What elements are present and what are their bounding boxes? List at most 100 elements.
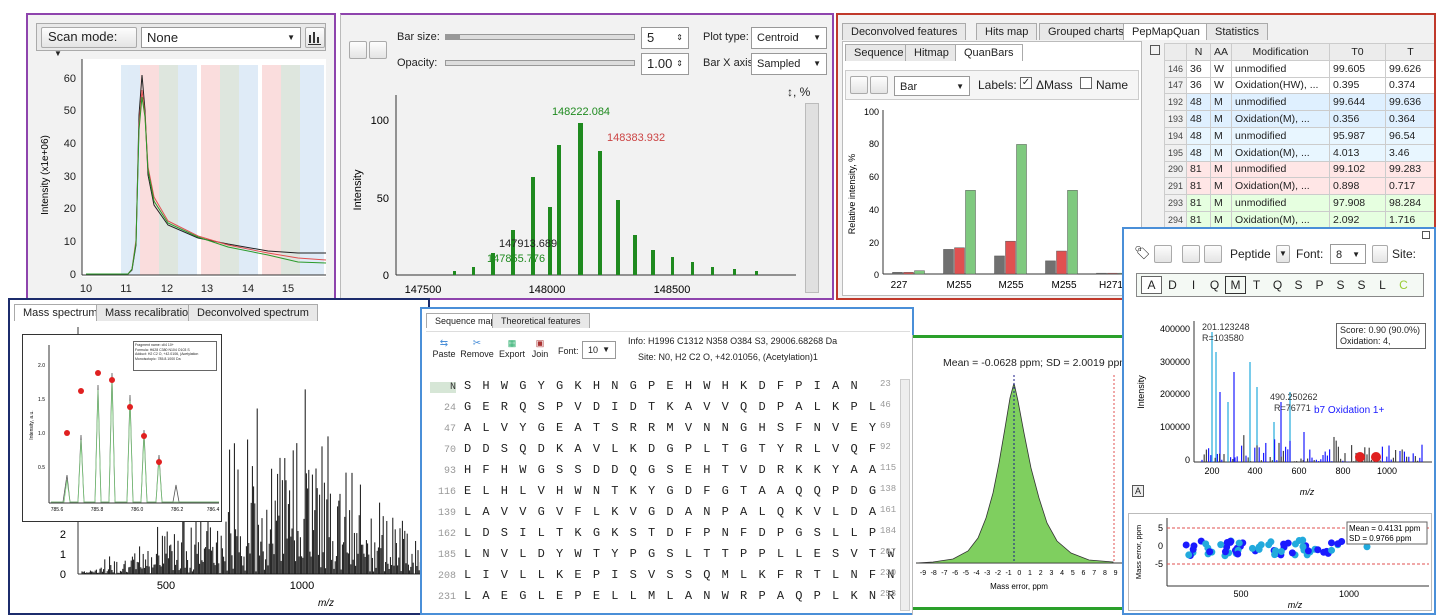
col-header[interactable]: AA — [1210, 43, 1233, 61]
residue[interactable]: C — [1399, 278, 1408, 292]
list-button[interactable] — [1182, 245, 1200, 263]
residue[interactable]: S — [1294, 278, 1303, 292]
sequence-text[interactable]: D D S Q D K A V L K D G P L T G T Y R L … — [464, 442, 879, 456]
scrollbar[interactable] — [805, 103, 819, 293]
tab-hits-map[interactable]: Hits map — [976, 23, 1038, 40]
sequence-text[interactable]: L I V L L K E P I S V S S Q M L K F R T … — [464, 568, 897, 582]
spin-icon: ⇕ — [676, 33, 683, 42]
spectrum-toggle-button[interactable] — [305, 27, 325, 48]
sequence-text[interactable]: A L V Y G E A T S R R M V N N G H S F N … — [464, 421, 879, 435]
name-checkbox[interactable] — [1080, 77, 1092, 89]
bar-x-axis-combo[interactable]: Sampled ▼ — [751, 53, 827, 75]
residue[interactable]: T — [1252, 278, 1261, 292]
bar-size-slider[interactable] — [445, 34, 635, 40]
sequence-row: 185 L N V L D Y W T Y P G S L T T P P L L… — [430, 547, 896, 567]
bar-size-spinbox[interactable]: 5 ⇕ — [641, 27, 689, 49]
table-row[interactable]: 294 81 M Oxidation(M), ... 2.092 1.716 — [1163, 210, 1434, 229]
col-header[interactable]: T0 — [1329, 43, 1386, 61]
tab-mass-recalibration[interactable]: Mass recalibration — [96, 304, 204, 321]
table-row[interactable]: 195 48 M Oxidation(M), ... 4.013 3.46 — [1163, 143, 1434, 162]
table-row[interactable]: 291 81 M Oxidation(M), ... 0.898 0.717 — [1163, 177, 1434, 196]
chart-type-combo[interactable]: Bar ▼ — [894, 76, 970, 96]
table-button[interactable] — [870, 76, 888, 94]
sequence-text[interactable]: H F H W G S S D D Q G S E H T V D R K K … — [464, 463, 879, 477]
fragment-error-chart: 5 0 -5 500 1000 m/z Mass error, ppm Mean… — [1134, 518, 1429, 610]
table-cell: 290 — [1163, 160, 1188, 179]
x-tick: -6 — [952, 570, 958, 577]
error-point — [1255, 543, 1263, 551]
scan-mode-button[interactable]: Scan mode: ▼ — [41, 27, 137, 58]
residue[interactable]: L — [1379, 278, 1386, 292]
tab-mass-spectrum[interactable]: Mass spectrum — [14, 304, 107, 321]
fragment-spectrum: 400000 300000 200000 100000 0 200 400 60… — [1136, 321, 1432, 497]
peptide-dropdown[interactable]: ▼ — [1276, 245, 1290, 263]
sequence-text[interactable]: L D S I L T K G K S T D F P N F D P G S … — [464, 526, 879, 540]
sequence-text[interactable]: L A E G L E P E L L M L A N W R P A Q P … — [464, 589, 898, 603]
residue[interactable]: M — [1225, 276, 1246, 294]
table-row[interactable]: 147 36 W Oxidation(HW), ... 0.395 0.374 — [1163, 76, 1434, 95]
table-chart-button[interactable] — [369, 41, 387, 59]
residue[interactable]: S — [1336, 278, 1345, 292]
tab-sequence[interactable]: Sequence — [845, 44, 913, 61]
restore-icon[interactable] — [1150, 45, 1160, 55]
remove-button[interactable]: ✂ Remove — [460, 338, 494, 359]
tab-theoretical-features[interactable]: Theoretical features — [492, 313, 590, 328]
table-row[interactable]: 193 48 M Oxidation(M), ... 0.356 0.364 — [1163, 110, 1434, 128]
opacity-slider[interactable] — [445, 60, 635, 66]
residue[interactable]: I — [1191, 278, 1196, 292]
bar-chart-button[interactable] — [1154, 245, 1172, 263]
scrollbar[interactable] — [900, 379, 910, 611]
label-toggle-icon[interactable]: A — [1132, 485, 1144, 497]
col-header[interactable]: T — [1384, 43, 1434, 61]
opacity-spinbox[interactable]: 1.00 ⇕ — [641, 53, 689, 75]
residue[interactable]: S — [1357, 278, 1366, 292]
col-header[interactable]: Modification — [1231, 43, 1331, 61]
tab-deconvolved-features[interactable]: Deconvolved features — [842, 23, 967, 40]
tab-grouped-charts[interactable]: Grouped charts — [1039, 23, 1133, 40]
y-tick: 30 — [64, 171, 76, 183]
residue[interactable]: Q — [1209, 278, 1220, 292]
bar-chart-button[interactable] — [349, 41, 367, 59]
font-size-combo[interactable]: 10 ▼ — [582, 341, 616, 359]
plot-type-combo[interactable]: Centroid ▼ — [751, 27, 827, 49]
font-size-combo[interactable]: 8 ▼ — [1330, 244, 1366, 264]
tab-quanbars[interactable]: QuanBars — [955, 44, 1023, 61]
x-tick: 500 — [1233, 589, 1248, 599]
residue[interactable]: Q — [1272, 278, 1283, 292]
table-cell: Oxidation(M), ... — [1231, 210, 1331, 229]
sequence-text[interactable]: G E R Q S P V D I D T K A V V Q D P A L … — [464, 400, 879, 414]
export-button[interactable]: ▦ Export — [496, 338, 528, 359]
tab-statistics[interactable]: Statistics — [1206, 23, 1269, 40]
col-header[interactable]: N — [1186, 43, 1212, 61]
tag-icon[interactable]: 🏷 — [1134, 245, 1151, 260]
export-icon: ▦ — [507, 338, 517, 348]
tab-hitmap[interactable]: Hitmap — [905, 44, 958, 61]
delta-mass-checkbox[interactable]: ✓ — [1020, 77, 1032, 89]
sequence-text[interactable]: L A V V G V F L K V G D A N P A L Q K V … — [464, 505, 879, 519]
mma-button[interactable] — [1204, 245, 1222, 263]
paste-button[interactable]: ⇆ Paste — [430, 338, 458, 359]
restore-icon[interactable] — [1422, 231, 1430, 239]
join-button[interactable]: ▣ Join — [528, 338, 552, 359]
residue[interactable]: A — [1141, 276, 1162, 294]
residue[interactable]: P — [1315, 278, 1324, 292]
x-tick: 148500 — [654, 284, 691, 296]
y-tick: 100 — [864, 107, 879, 117]
bar-chart-button[interactable] — [850, 76, 868, 94]
filter-combo[interactable]: None ▼ — [141, 27, 301, 48]
col-header[interactable] — [1163, 43, 1188, 61]
tab-pepmapquan[interactable]: PepMapQuan — [1123, 23, 1209, 40]
sequence-text[interactable]: E L H L V H W N T K Y G D F G T A A Q Q … — [464, 484, 879, 498]
tab-deconvolved-spectrum[interactable]: Deconvolved spectrum — [188, 304, 318, 321]
sequence-text[interactable]: S H W G Y G K H N G P E H W H K D F P I … — [464, 379, 860, 393]
sequence-text[interactable]: L N V L D Y W T Y P G S L T T P P L L E … — [464, 547, 897, 561]
residue[interactable]: D — [1168, 278, 1177, 292]
save-button[interactable] — [1372, 245, 1388, 263]
